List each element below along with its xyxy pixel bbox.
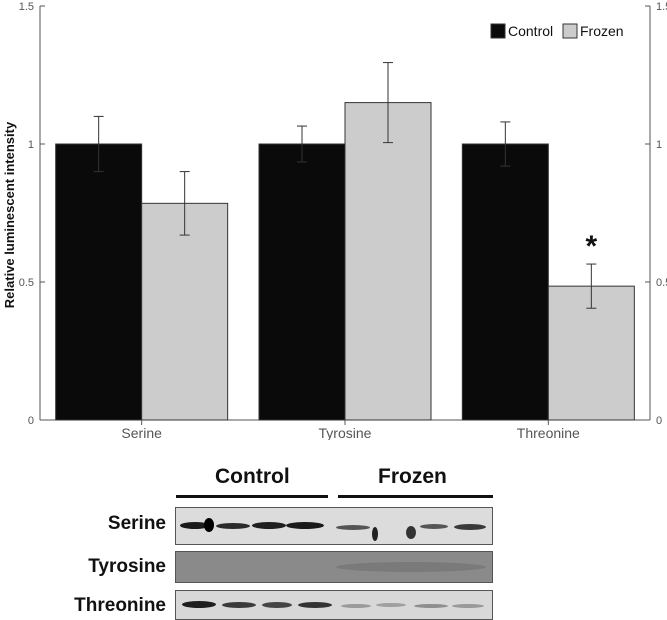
blot-group-frozen-line: [338, 495, 493, 498]
bar-control-tyrosine: [258, 143, 346, 421]
y-tick-label-right: 0.5: [656, 277, 667, 289]
blot-row-label-threonine: Threonine: [74, 595, 166, 616]
x-tick-label: Serine: [121, 425, 162, 440]
legend-label-control: Control: [508, 23, 553, 39]
bar-control-serine: [55, 143, 143, 421]
western-blot-panel: Control Frozen Serine Tyrosine Threonine: [0, 455, 667, 620]
blot-group-control-line: [176, 495, 328, 498]
bar-frozen-serine: [141, 202, 229, 421]
significance-asterisk: *: [585, 230, 597, 263]
bar-control-threonine: [461, 143, 549, 421]
y-tick-label-right: 1.5: [656, 1, 667, 13]
blot-strip-tyrosine: [175, 551, 493, 583]
y-tick-label-left: 0.5: [19, 277, 34, 289]
blot-group-frozen: Frozen: [378, 465, 447, 488]
blot-strip-serine: [175, 507, 493, 545]
y-tick-label-left: 0: [28, 415, 34, 427]
blot-group-control: Control: [215, 465, 290, 488]
y-tick-label-right: 0: [656, 415, 662, 427]
legend-label-frozen: Frozen: [580, 23, 624, 39]
blot-row-label-serine: Serine: [107, 513, 166, 534]
y-tick-label-left: 1: [28, 139, 34, 151]
bar-frozen-tyrosine: [344, 102, 432, 421]
x-tick-label: Tyrosine: [319, 425, 372, 440]
y-tick-label-right: 1: [656, 139, 662, 151]
x-tick-label: Threonine: [517, 425, 580, 440]
y-tick-label-left: 1.5: [19, 1, 34, 13]
y-axis-label: Relative luminescent intensity: [2, 121, 17, 308]
legend-swatch-frozen: [562, 23, 578, 39]
bar-chart: Relative luminescent intensity * 0 0 0.5 0.…: [2, 1, 667, 440]
legend-swatch-control: [490, 23, 506, 39]
blot-strip-threonine: [175, 590, 493, 620]
blot-row-label-tyrosine: Tyrosine: [88, 556, 166, 577]
